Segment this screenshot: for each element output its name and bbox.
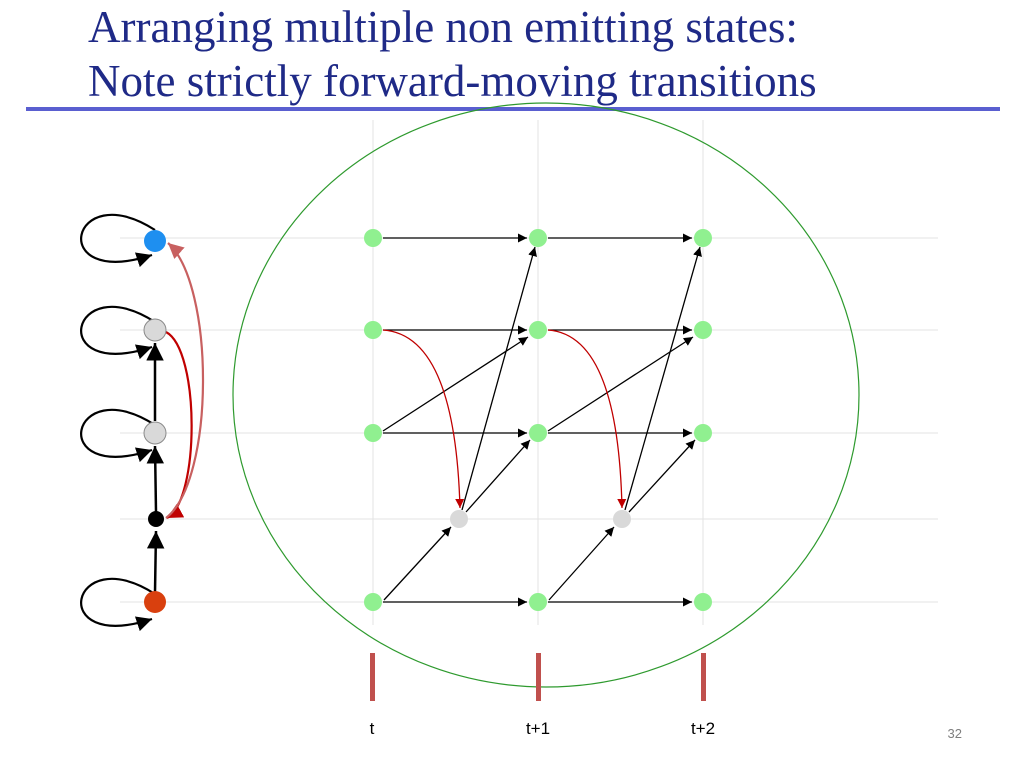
skip-transition-state2-to-nonemit — [165, 331, 193, 519]
highlight-circle — [232, 102, 860, 688]
edge-r5t1-to-nonemit2 — [548, 526, 615, 601]
hmm-model — [80, 213, 205, 632]
self-loop-state-5 — [80, 577, 156, 632]
page-number: 32 — [947, 726, 962, 741]
time-marker-t2 — [701, 653, 706, 701]
skip-edge-r2t-to-nonemit1 — [382, 329, 465, 509]
edge-r3t1-to-r2t2 — [547, 336, 694, 432]
node-r1-t1 — [529, 229, 547, 247]
node-r2-t1 — [529, 321, 547, 339]
time-label-t: t — [370, 719, 375, 738]
trellis-edges — [382, 233, 702, 607]
edge-r3t-to-r2t1 — [382, 336, 529, 432]
skip-edge-r2t1-to-nonemit2 — [547, 329, 627, 509]
edge-nonemit1-to-r3t1 — [465, 439, 531, 513]
time-marker-t1 — [536, 653, 541, 701]
non-emitting-state-small — [148, 511, 164, 527]
node-nonemit-1 — [450, 510, 468, 528]
node-r1-t2 — [694, 229, 712, 247]
trellis-nodes — [364, 229, 712, 611]
end-state — [144, 591, 166, 613]
node-r3-t — [364, 424, 382, 442]
edge-nonemit2-to-r3t2 — [628, 439, 696, 513]
self-loop-state-1 — [80, 213, 156, 268]
grid-lines — [120, 120, 938, 625]
transition-nonemit-to-state3 — [146, 445, 165, 513]
title-line-1: Arranging multiple non emitting states: — [88, 2, 798, 52]
model-state-3 — [143, 421, 167, 445]
trellis-skip-edges — [382, 329, 627, 509]
slide-title: Arranging multiple non emitting states: … — [88, 0, 988, 108]
time-marker-t — [370, 653, 375, 701]
node-r3-t1 — [529, 424, 547, 442]
transition-end-to-nonemit — [146, 530, 165, 593]
title-line-2: Note strictly forward-moving transitions — [88, 56, 817, 106]
node-r3-t2 — [694, 424, 712, 442]
start-state — [144, 230, 166, 252]
time-markers — [370, 653, 706, 701]
model-state-2 — [143, 318, 167, 342]
self-loop-state-2 — [80, 305, 156, 360]
node-nonemit-2 — [613, 510, 631, 528]
time-label-t1: t+1 — [526, 719, 550, 738]
title-rule — [26, 107, 1000, 111]
node-r5-t1 — [529, 593, 547, 611]
node-r2-t2 — [694, 321, 712, 339]
edge-r5t-to-nonemit1 — [383, 526, 452, 601]
node-r5-t — [364, 593, 382, 611]
node-r5-t2 — [694, 593, 712, 611]
time-label-t2: t+2 — [691, 719, 715, 738]
node-r1-t — [364, 229, 382, 247]
skip-transition-nonemit-to-state1 — [165, 242, 205, 519]
edge-nonemit2-to-r1t2 — [624, 246, 702, 511]
self-loop-state-3 — [80, 408, 156, 463]
edge-nonemit1-to-r1t1 — [461, 246, 537, 511]
node-r2-t — [364, 321, 382, 339]
